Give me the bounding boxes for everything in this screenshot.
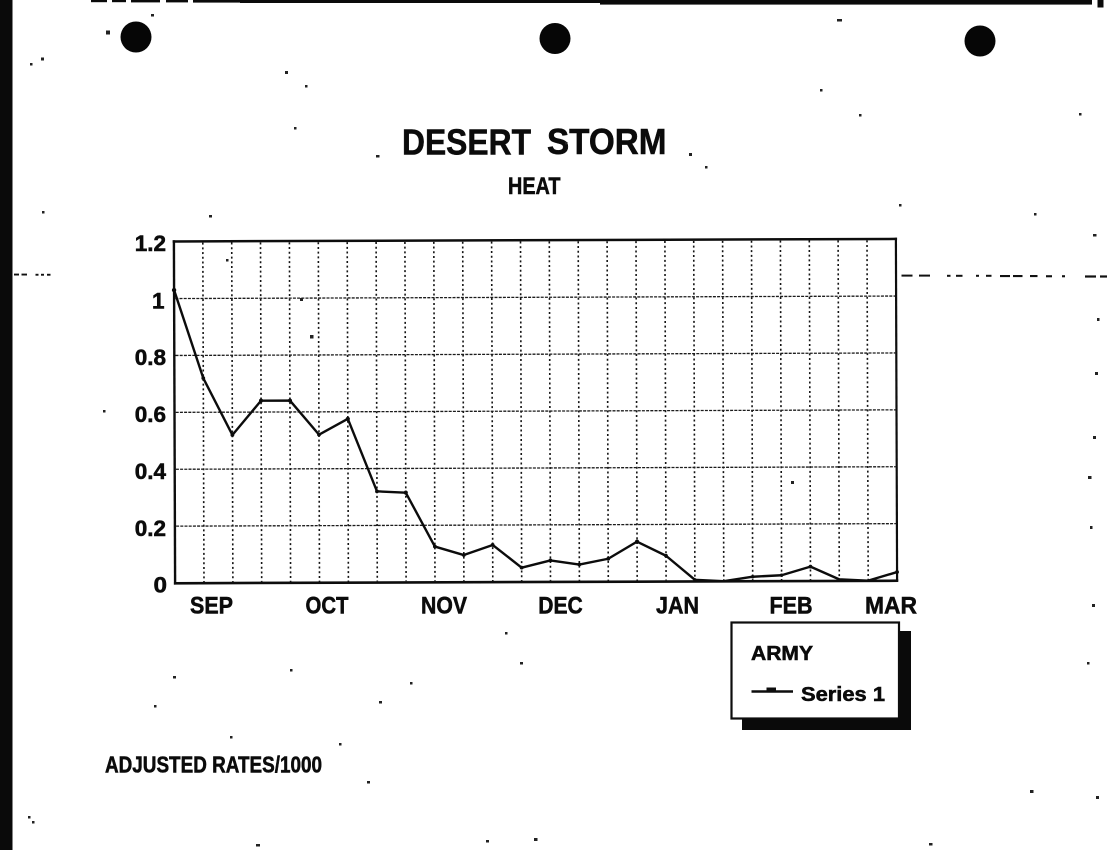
svg-text:ADJUSTED RATES/1000: ADJUSTED RATES/1000 [105,752,322,778]
svg-text:DESERT: DESERT [402,122,531,163]
svg-text:1: 1 [152,288,165,313]
svg-text:STORM: STORM [547,121,667,162]
svg-text:OCT: OCT [306,593,349,620]
svg-text:MAR: MAR [865,593,917,620]
svg-text:0.6: 0.6 [135,402,166,427]
svg-text:0: 0 [154,572,168,597]
svg-text:NOV: NOV [421,593,468,620]
svg-text:0.4: 0.4 [135,459,167,484]
svg-text:1.2: 1.2 [135,231,166,256]
svg-text:HEAT: HEAT [508,173,561,200]
svg-text:SEP: SEP [190,593,233,620]
svg-text:DEC: DEC [538,593,583,620]
svg-text:0.2: 0.2 [135,516,166,541]
svg-text:ARMY: ARMY [751,642,813,665]
svg-text:FEB: FEB [770,593,813,620]
svg-text:0.8: 0.8 [135,345,166,370]
svg-text:Series 1: Series 1 [801,683,885,706]
svg-text:JAN: JAN [656,593,699,620]
